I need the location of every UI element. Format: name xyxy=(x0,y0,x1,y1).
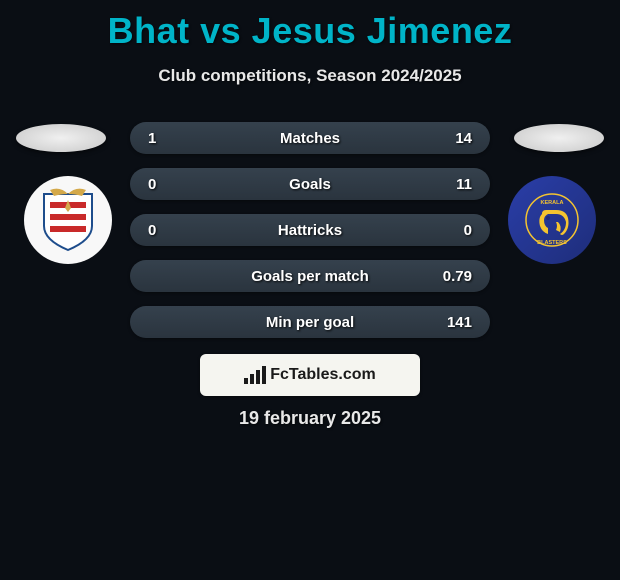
stat-right-value: 14 xyxy=(436,130,472,147)
stat-row: Goals per match 0.79 xyxy=(130,260,490,292)
stat-row: Min per goal 141 xyxy=(130,306,490,338)
stat-label: Goals per match xyxy=(184,268,436,285)
stat-label: Goals xyxy=(184,176,436,193)
bar-chart-icon xyxy=(244,366,266,384)
stat-row: 1 Matches 14 xyxy=(130,122,490,154)
stat-row: 0 Goals 11 xyxy=(130,168,490,200)
stat-label: Hattricks xyxy=(184,222,436,239)
stat-right-value: 0 xyxy=(436,222,472,239)
brand-box: FcTables.com xyxy=(200,354,420,396)
stat-left-value: 1 xyxy=(148,130,184,147)
club-badge-right: KERALA BLASTERS xyxy=(508,176,596,264)
player-avatar-left xyxy=(16,124,106,152)
stat-right-value: 141 xyxy=(436,314,472,331)
stat-row: 0 Hattricks 0 xyxy=(130,214,490,246)
comparison-subtitle: Club competitions, Season 2024/2025 xyxy=(0,66,620,86)
comparison-title: Bhat vs Jesus Jimenez xyxy=(0,0,620,52)
comparison-date: 19 february 2025 xyxy=(0,408,620,429)
svg-text:KERALA: KERALA xyxy=(541,200,564,206)
brand-text: FcTables.com xyxy=(270,366,376,384)
stat-right-value: 0.79 xyxy=(436,268,472,285)
svg-text:BLASTERS: BLASTERS xyxy=(537,240,567,246)
stat-label: Matches xyxy=(184,130,436,147)
stat-left-value: 0 xyxy=(148,176,184,193)
stat-left-value: 0 xyxy=(148,222,184,239)
stat-right-value: 11 xyxy=(436,176,472,193)
stat-label: Min per goal xyxy=(184,314,436,331)
atk-shield-icon xyxy=(40,188,96,252)
stats-list: 1 Matches 14 0 Goals 11 0 Hattricks 0 Go… xyxy=(130,122,490,352)
club-badge-left xyxy=(24,176,112,264)
player-avatar-right xyxy=(514,124,604,152)
blasters-elephant-icon: KERALA BLASTERS xyxy=(524,192,580,248)
